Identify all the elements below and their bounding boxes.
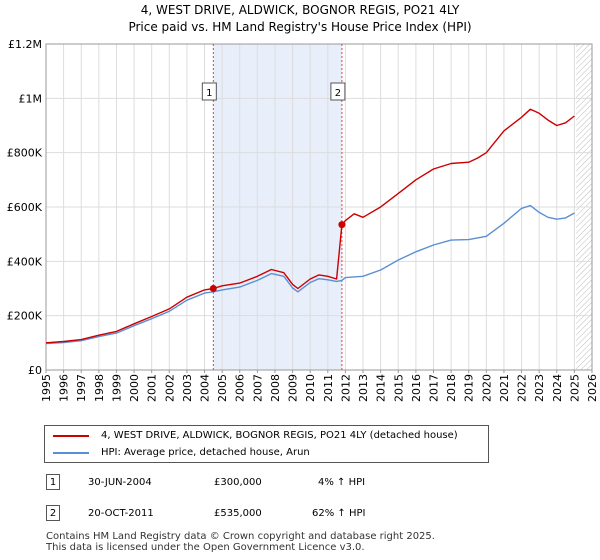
transaction-price: £535,000 — [214, 508, 262, 519]
footer-line-1: Contains HM Land Registry data © Crown c… — [46, 531, 435, 542]
legend-swatch-hpi — [53, 452, 89, 454]
transaction-hpi-change: 62% ↑ HPI — [312, 508, 366, 519]
transaction-hpi-change: 4% ↑ HPI — [318, 477, 366, 488]
footer-line-2: This data is licensed under the Open Gov… — [46, 542, 365, 553]
x-tick-label: 2009 — [287, 374, 300, 402]
transaction-badge: 2 — [46, 505, 60, 521]
sale-marker-label: 2 — [335, 88, 341, 99]
x-tick-label: 1996 — [58, 374, 71, 402]
x-tick-label: 2013 — [357, 374, 370, 402]
x-tick-label: 2014 — [375, 374, 388, 402]
x-tick-label: 2020 — [480, 374, 493, 402]
series-line-property — [45, 108, 575, 344]
series-line-hpi — [45, 204, 575, 345]
x-tick-label: 2015 — [392, 374, 405, 402]
sale-marker-label: 1 — [206, 88, 212, 99]
x-tick-label: 2023 — [533, 374, 546, 402]
sale-marker-box — [201, 82, 217, 101]
y-tick-label: £1M — [19, 92, 43, 105]
x-tick-label: 2004 — [199, 374, 212, 402]
x-tick-label: 2002 — [163, 374, 176, 402]
x-tick-label: 2007 — [251, 374, 264, 402]
x-tick-label: 2012 — [339, 374, 352, 402]
sale-point — [338, 221, 346, 229]
x-tick-label: 2016 — [410, 374, 423, 402]
x-tick-label: 1995 — [40, 374, 53, 402]
chart-subtitle: Price paid vs. HM Land Registry's House … — [128, 20, 472, 34]
x-tick-label: 2011 — [322, 374, 335, 402]
x-tick-label: 2000 — [128, 374, 141, 402]
legend-label-hpi: HPI: Average price, detached house, Arun — [101, 447, 310, 458]
x-tick-label: 2001 — [146, 374, 159, 402]
x-tick-label: 2018 — [445, 374, 458, 402]
price-chart: £0 £200K £400K £600K £800K £1M £1.2M 1995 1996 19… — [7, 38, 599, 402]
x-tick-label: 2025 — [568, 374, 581, 402]
legend-swatch-property — [53, 435, 89, 437]
x-tick-label: 1997 — [75, 374, 88, 402]
sale-marker-box — [330, 82, 346, 101]
x-tick-label: 2005 — [216, 374, 229, 402]
x-tick-label: 2010 — [304, 374, 317, 402]
y-tick-label: £200K — [7, 310, 43, 323]
legend: 4, WEST DRIVE, ALDWICK, BOGNOR REGIS, PO… — [44, 425, 489, 463]
footer: Contains HM Land Registry data © Crown c… — [46, 531, 435, 553]
x-tick-label: 1998 — [93, 374, 106, 402]
x-tick-label: 2019 — [463, 374, 476, 402]
transaction-badge: 1 — [46, 474, 60, 490]
x-tick-label: 2006 — [234, 374, 247, 402]
transaction-date: 20-OCT-2011 — [88, 508, 154, 519]
x-tick-label: 2026 — [586, 374, 599, 402]
x-tick-label: 2022 — [516, 374, 529, 402]
transaction-date: 30-JUN-2004 — [88, 477, 152, 488]
y-tick-label: £400K — [7, 255, 43, 268]
x-tick-label: 2021 — [498, 374, 511, 402]
x-tick-label: 2017 — [427, 374, 440, 402]
legend-label-property: 4, WEST DRIVE, ALDWICK, BOGNOR REGIS, PO… — [101, 430, 458, 441]
y-tick-label: £600K — [7, 201, 43, 214]
x-tick-label: 1999 — [110, 374, 123, 402]
y-tick-label: £1.2M — [8, 38, 42, 51]
chart-title: 4, WEST DRIVE, ALDWICK, BOGNOR REGIS, PO… — [140, 3, 460, 17]
plot-frame — [45, 43, 593, 371]
transaction-price: £300,000 — [214, 477, 262, 488]
sale-point — [209, 285, 217, 292]
x-tick-label: 2024 — [551, 374, 564, 402]
y-tick-label: £0 — [28, 364, 42, 377]
x-tick-label: 2003 — [181, 374, 194, 402]
x-tick-label: 2008 — [269, 374, 282, 402]
y-tick-label: £800K — [7, 147, 43, 160]
